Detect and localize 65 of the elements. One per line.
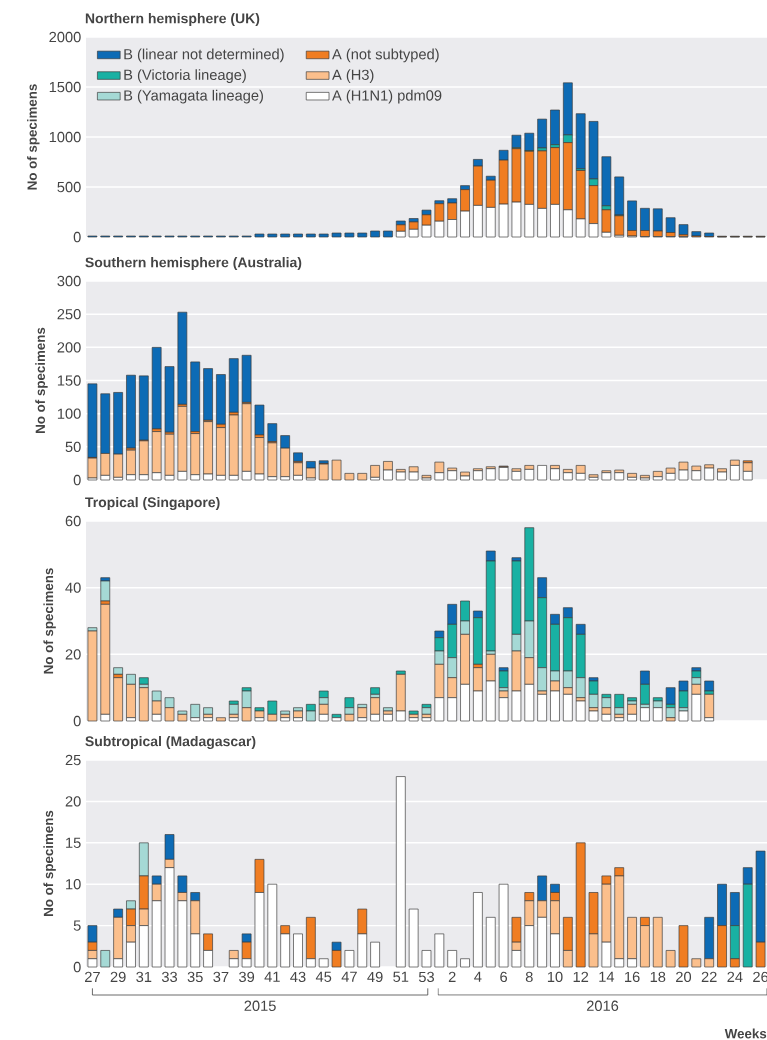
x-tick-label: 45 bbox=[315, 971, 332, 982]
y-tick-label: 1000 bbox=[49, 131, 81, 143]
y-tick-label: 200 bbox=[57, 342, 81, 353]
x-tick-label: 12 bbox=[573, 971, 589, 982]
y-tick-label: 300 bbox=[57, 275, 81, 287]
chart-title: Tropical (Singapore) bbox=[85, 496, 220, 511]
y-tick-label: 250 bbox=[57, 309, 81, 320]
legend-label: B (Yamagata lineage) bbox=[124, 89, 263, 104]
y-axis-title: No of specimens bbox=[35, 327, 48, 433]
y-tick-label: 500 bbox=[57, 181, 81, 193]
x-tick-label: 24 bbox=[727, 971, 743, 982]
legend-label: B (Victoria lineage) bbox=[124, 69, 246, 83]
x-tick-label: 18 bbox=[650, 971, 666, 983]
text: 2016 bbox=[586, 1000, 619, 1011]
x-tick-label: 2 bbox=[448, 971, 456, 982]
x-tick-label: 27 bbox=[85, 971, 100, 982]
y-tick-label: 5 bbox=[73, 920, 81, 931]
chart-title: Subtropical (Madagascar) bbox=[85, 735, 256, 750]
x-tick-label: 16 bbox=[625, 971, 640, 983]
y-tick-label: 20 bbox=[65, 649, 81, 660]
x-tick-label: 14 bbox=[599, 971, 615, 982]
x-tick-label: 39 bbox=[239, 971, 255, 983]
x-tick-label: 4 bbox=[474, 971, 482, 982]
y-tick-label: 100 bbox=[57, 408, 81, 419]
x-tick-label: 37 bbox=[213, 971, 229, 983]
chart-title: Northern hemisphere (UK) bbox=[85, 13, 260, 27]
x-tick-label: 33 bbox=[161, 971, 178, 983]
y-tick-label: 40 bbox=[65, 582, 81, 593]
y-tick-label: 0 bbox=[73, 231, 81, 243]
x-tick-label: 31 bbox=[136, 971, 152, 983]
chart-title: Southern hemisphere (Australia) bbox=[85, 257, 302, 271]
y-tick-label: 50 bbox=[65, 441, 81, 453]
x-tick-label: 53 bbox=[418, 971, 434, 983]
legend-label: B (linear not determined) bbox=[124, 48, 284, 63]
x-tick-label: 41 bbox=[264, 971, 280, 982]
legend-label: A (not subtyped) bbox=[332, 48, 439, 63]
y-axis-title: No of specimens bbox=[27, 84, 40, 190]
y-tick-label: 20 bbox=[65, 796, 81, 807]
y-tick-label: 25 bbox=[65, 754, 81, 766]
x-tick-label: 20 bbox=[676, 971, 692, 983]
y-axis-title: No of specimens bbox=[43, 810, 56, 916]
text: 2015 bbox=[244, 1000, 276, 1011]
y-tick-label: 10 bbox=[66, 879, 81, 890]
x-tick-label: 8 bbox=[525, 971, 533, 983]
x-tick-label: 6 bbox=[500, 971, 508, 983]
y-tick-label: 1500 bbox=[49, 81, 81, 93]
y-axis-title: No of specimens bbox=[43, 568, 56, 674]
x-tick-label: 51 bbox=[393, 971, 409, 982]
y-tick-label: 2000 bbox=[49, 31, 81, 43]
x-tick-label: 22 bbox=[701, 971, 717, 982]
x-tick-label: 43 bbox=[290, 971, 306, 983]
y-tick-label: 0 bbox=[73, 474, 81, 486]
x-tick-label: 35 bbox=[187, 971, 203, 983]
legend-label: A (H1N1) pdm09 bbox=[332, 89, 442, 104]
y-tick-label: 150 bbox=[57, 375, 81, 386]
legend-label: A (H3) bbox=[332, 69, 374, 83]
x-tick-label: 49 bbox=[367, 971, 383, 983]
y-tick-label: 60 bbox=[65, 515, 81, 527]
x-tick-label: 29 bbox=[110, 971, 126, 983]
y-tick-label: 15 bbox=[66, 837, 81, 848]
x-tick-label: 10 bbox=[547, 971, 563, 983]
y-tick-label: 0 bbox=[73, 715, 81, 727]
x-axis-title: Weeks bbox=[724, 1028, 767, 1039]
y-tick-label: 0 bbox=[73, 961, 81, 973]
x-tick-label: 47 bbox=[341, 971, 357, 982]
